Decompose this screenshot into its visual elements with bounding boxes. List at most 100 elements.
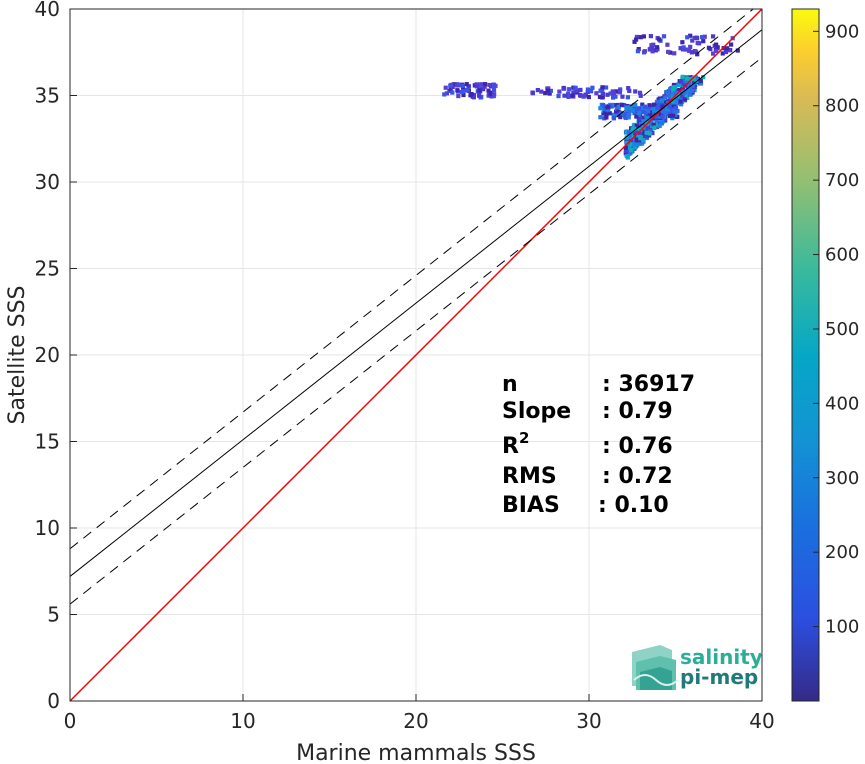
density-cell (667, 113, 672, 119)
density-cell (620, 94, 625, 99)
density-cell (679, 94, 684, 99)
density-cell (605, 107, 610, 112)
colorbar-tick-label: 300 (825, 468, 859, 489)
density-cell (658, 111, 663, 117)
density-cell (678, 46, 683, 51)
density-cell (664, 108, 669, 113)
density-cell (468, 93, 473, 98)
statistics-box: n: 36917 Slope: 0.79 R2: 0.76 RMS: 0.72 BIAS… (502, 372, 695, 518)
density-cell (479, 94, 484, 99)
density-cell (651, 122, 656, 127)
density-cell (482, 84, 487, 89)
density-cell (493, 83, 498, 88)
density-cell (547, 91, 552, 96)
density-cell (546, 86, 551, 91)
density-cell (642, 49, 647, 54)
x-tick-label: 20 (403, 709, 428, 733)
density-cell (627, 88, 632, 93)
density-cell (451, 82, 456, 87)
colorbar-tick-label: 900 (825, 21, 859, 42)
stat-label: Slope (502, 399, 571, 424)
density-cell (640, 105, 645, 110)
x-tick-label: 0 (64, 709, 77, 733)
density-cell (698, 81, 704, 86)
density-cell (614, 106, 620, 111)
density-cell (714, 48, 719, 53)
density-cell (669, 91, 674, 96)
density-cell (488, 91, 493, 97)
density-cell (618, 115, 623, 120)
density-cell (614, 109, 619, 114)
density-cell (652, 108, 658, 113)
density-cell (638, 141, 643, 146)
density-cell (655, 99, 660, 105)
density-cell (659, 98, 664, 103)
density-cell (483, 82, 488, 87)
density-cell (641, 34, 646, 39)
density-cell (632, 110, 637, 116)
density-cell (660, 104, 665, 109)
density-cell (443, 85, 448, 90)
density-cell (666, 49, 671, 54)
logo-text-line1: salinity (680, 645, 763, 669)
density-cell (567, 93, 572, 99)
density-cell (677, 82, 682, 88)
density-cell (562, 93, 567, 98)
colorbar (791, 8, 820, 702)
density-cell (603, 110, 608, 116)
density-cell (604, 115, 609, 120)
density-cell (624, 105, 629, 110)
density-cell (634, 34, 640, 40)
density-cell (644, 126, 649, 131)
stat-label: n (502, 372, 518, 397)
density-cell (477, 84, 482, 90)
density-cell (723, 49, 729, 55)
x-tick-label: 40 (749, 709, 774, 733)
density-cell (632, 142, 637, 147)
density-cell (650, 49, 655, 54)
density-cell (627, 107, 632, 113)
density-cell (687, 81, 692, 86)
density-cell (715, 45, 720, 50)
density-cell (614, 89, 619, 94)
density-cell (616, 109, 621, 114)
density-cell (648, 34, 654, 39)
density-cell (651, 102, 657, 107)
density-cell (598, 115, 603, 120)
density-cell (671, 82, 676, 88)
upper-bound-line (70, 9, 755, 550)
density-cell (669, 107, 674, 112)
density-cell (668, 111, 673, 116)
density-cell (624, 108, 629, 113)
stat-value: : 0.76 (602, 434, 673, 459)
density-cell (698, 78, 703, 84)
density-cell (623, 114, 628, 119)
colorbar-ticks: 100 200 300 400 500 600 700 800 900 (813, 21, 859, 638)
density-cell (693, 75, 699, 80)
y-tick-label: 40 (35, 0, 60, 21)
density-cell (701, 39, 706, 44)
density-cell (663, 95, 668, 100)
density-cell (691, 76, 696, 81)
density-cell (450, 84, 455, 90)
density-cell (633, 129, 638, 135)
density-cell (625, 95, 631, 100)
density-cell (594, 91, 599, 96)
density-cell (575, 88, 580, 93)
density-cell (655, 45, 660, 50)
density-cell (672, 91, 678, 96)
stat-value: : 0.72 (602, 464, 673, 489)
density-cell (681, 45, 686, 50)
density-cell (633, 102, 638, 107)
density-cell (638, 35, 643, 40)
density-cell (641, 119, 646, 124)
density-cell (711, 51, 716, 56)
density-cell (480, 82, 485, 87)
density-cell (471, 92, 476, 98)
density-cell (556, 93, 561, 99)
density-cell (672, 51, 677, 56)
density-cell (637, 119, 642, 124)
density-cell (465, 88, 470, 93)
y-tick-label: 20 (35, 343, 60, 367)
